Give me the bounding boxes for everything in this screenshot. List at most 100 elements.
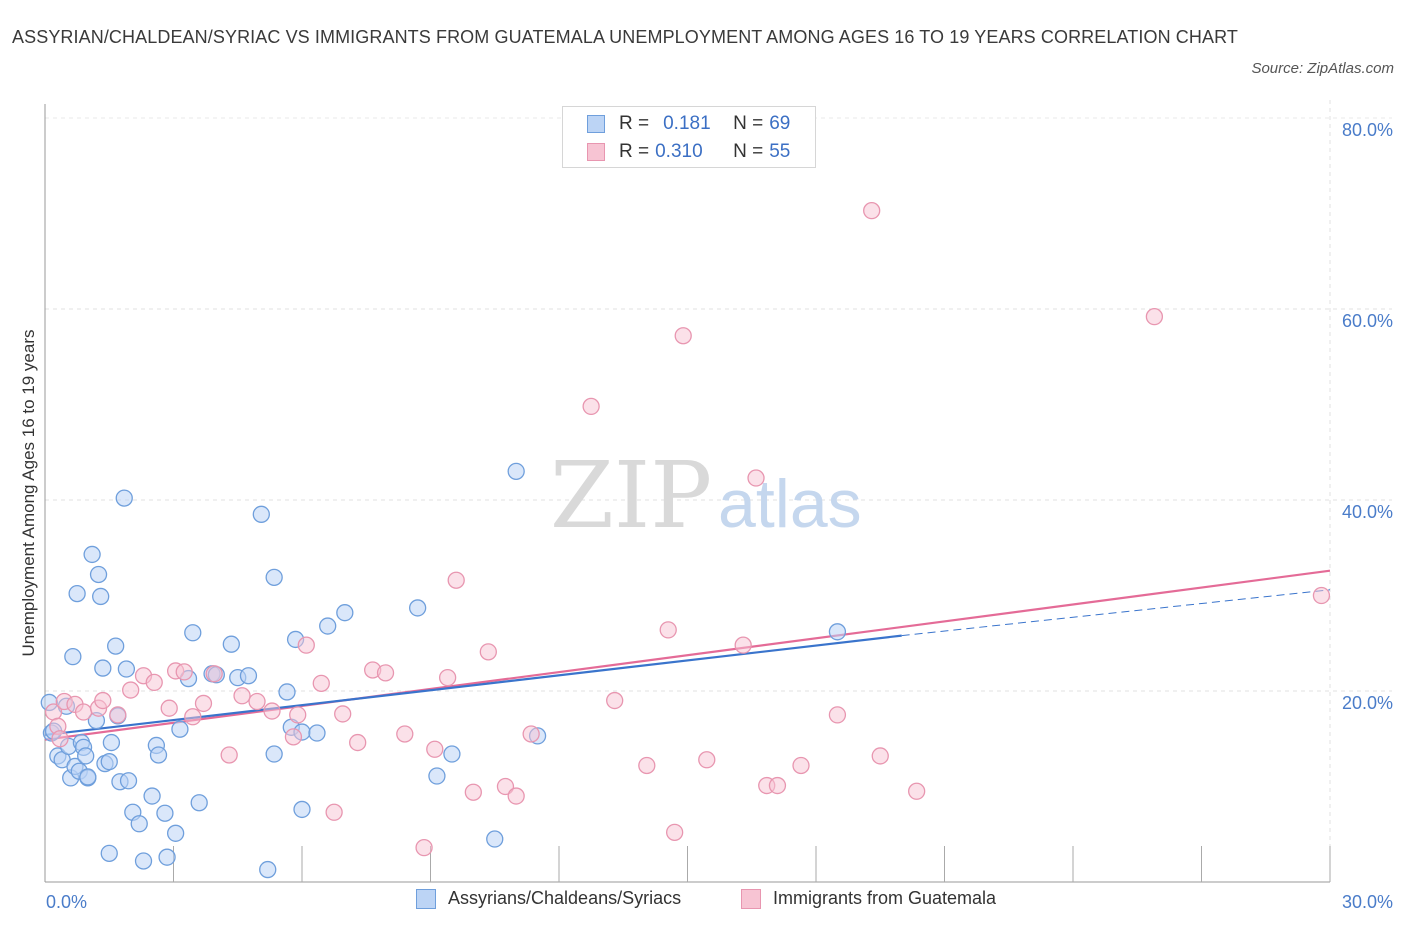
data-point-assyrians [119, 772, 138, 790]
data-point-guatemala [312, 674, 330, 693]
y-tick-label: 80.0% [1342, 120, 1393, 140]
legend-row-assyrians: R = 0.181 N = 69 [587, 111, 790, 137]
trend-line-assyrians-extension [901, 589, 1331, 637]
data-point-guatemala [297, 636, 315, 654]
data-point-assyrians [239, 667, 258, 685]
trend-line-assyrians [44, 634, 902, 737]
data-point-guatemala [376, 664, 395, 682]
watermark-zip: ZIP [550, 442, 712, 549]
data-point-guatemala [160, 699, 178, 717]
data-point-assyrians [117, 660, 136, 678]
data-point-guatemala [205, 665, 223, 683]
data-point-guatemala [522, 725, 540, 743]
data-point-assyrians [293, 800, 311, 819]
y-tick-label: 20.0% [1342, 693, 1393, 713]
series-legend-label: Assyrians/Chaldeans/Syriacs [448, 888, 682, 908]
data-point-assyrians [102, 733, 121, 752]
data-point-assyrians [134, 852, 153, 870]
data-point-guatemala [871, 747, 889, 765]
chart-title: ASSYRIAN/CHALDEAN/SYRIAC VS IMMIGRANTS F… [12, 27, 1238, 47]
data-point-assyrians [100, 844, 118, 862]
data-point-guatemala [349, 733, 367, 752]
legend-r-value: 0.181 [663, 113, 711, 134]
correlation-legend: R = 0.181 N = 69 R = 0.310 N = 55 [562, 106, 816, 168]
data-point-guatemala [438, 668, 457, 687]
y-tick-label: 40.0% [1342, 502, 1393, 522]
data-point-assyrians [278, 683, 296, 701]
data-point-assyrians [408, 599, 427, 617]
data-point-guatemala [263, 702, 281, 720]
data-point-guatemala [768, 776, 787, 795]
data-point-guatemala [582, 397, 600, 416]
data-point-assyrians [265, 568, 283, 587]
series-guatemala-points [44, 201, 1331, 857]
data-point-guatemala [507, 787, 525, 805]
x-tick-label: 30.0% [1342, 892, 1393, 912]
data-point-guatemala [284, 728, 303, 746]
data-point-guatemala [122, 681, 140, 699]
data-point-guatemala [289, 706, 307, 724]
data-point-assyrians [83, 545, 101, 564]
legend-n-label: N = [733, 113, 764, 134]
grid-lines [45, 100, 1392, 882]
series-assyrians-points [40, 462, 847, 879]
data-point-guatemala [325, 803, 343, 821]
data-point-guatemala [908, 782, 926, 800]
source-label: Source: ZipAtlas.com [1251, 60, 1394, 77]
data-point-assyrians [143, 787, 161, 805]
data-point-assyrians [828, 623, 847, 641]
series-legend-assyrians[interactable]: Assyrians/Chaldeans/Syriacs [416, 888, 681, 909]
data-point-assyrians [77, 747, 95, 765]
legend-row-guatemala: R = 0.310 N = 55 [587, 139, 790, 165]
data-point-guatemala [94, 691, 112, 710]
data-point-guatemala [415, 838, 433, 857]
data-point-assyrians [319, 617, 337, 635]
data-point-guatemala [426, 740, 444, 758]
data-point-assyrians [252, 505, 270, 523]
legend-r-value: 0.310 [655, 141, 703, 162]
data-point-assyrians [107, 637, 125, 655]
data-point-assyrians [428, 767, 446, 785]
watermark: ZIP atlas [550, 442, 862, 549]
legend-r-label: R = [619, 141, 650, 162]
series-swatch-blue [416, 888, 436, 909]
y-axis-label: Unemployment Among Ages 16 to 19 years [19, 330, 38, 657]
data-point-guatemala [496, 777, 515, 796]
data-point-assyrians [166, 824, 185, 842]
tick-labels: 20.0% 40.0% 60.0% 80.0% 0.0% 30.0% [46, 120, 1393, 912]
series-legend-guatemala[interactable]: Immigrants from Guatemala [741, 888, 996, 909]
data-point-assyrians [171, 720, 189, 738]
data-point-assyrians [115, 489, 133, 507]
data-point-guatemala [666, 823, 684, 841]
data-point-guatemala [175, 663, 193, 681]
data-point-guatemala [334, 705, 352, 723]
data-point-assyrians [222, 635, 240, 653]
data-point-guatemala [479, 643, 497, 661]
data-point-guatemala [233, 687, 251, 705]
data-point-guatemala [109, 706, 127, 724]
data-point-assyrians [130, 815, 148, 833]
data-point-guatemala [828, 706, 847, 724]
data-point-guatemala [792, 756, 810, 775]
data-point-assyrians [308, 724, 326, 742]
data-point-assyrians [68, 584, 86, 603]
data-point-guatemala [674, 327, 692, 345]
data-point-assyrians [486, 830, 504, 848]
data-point-guatemala [74, 703, 93, 721]
trend-line-guatemala [44, 569, 1331, 741]
data-point-guatemala [606, 691, 624, 710]
data-point-guatemala [447, 571, 465, 589]
x-tick-label: 0.0% [46, 892, 87, 912]
data-point-guatemala [638, 756, 656, 775]
axes [44, 104, 1331, 883]
data-point-guatemala [248, 692, 266, 711]
data-point-guatemala [145, 673, 163, 692]
legend-r-label: R = [619, 113, 650, 134]
data-point-assyrians [79, 768, 97, 786]
data-point-guatemala [1145, 307, 1164, 326]
data-point-guatemala [734, 636, 752, 654]
series-legend-label: Immigrants from Guatemala [773, 888, 997, 908]
data-point-guatemala [659, 621, 677, 639]
data-point-assyrians [94, 659, 112, 677]
